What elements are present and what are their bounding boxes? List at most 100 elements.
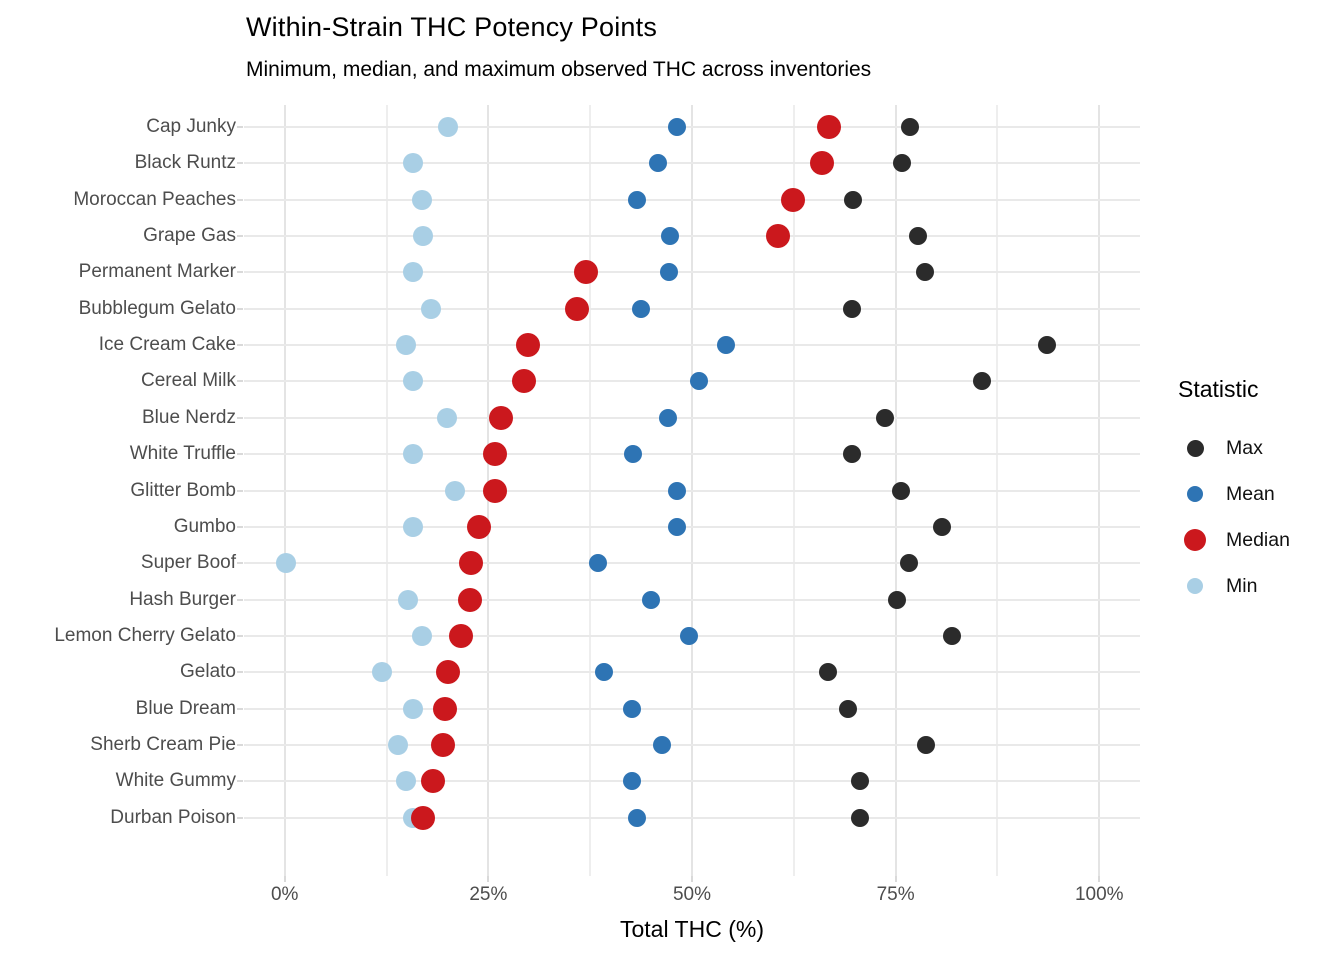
data-point-mean — [660, 263, 679, 282]
y-tick-mark — [237, 598, 243, 601]
data-point-mean — [717, 336, 736, 355]
data-point-min — [444, 480, 465, 501]
y-axis-label: Durban Poison — [110, 806, 236, 828]
x-axis-title: Total THC (%) — [620, 916, 764, 942]
data-point-min — [403, 262, 424, 283]
data-point-median — [766, 223, 791, 248]
data-point-median — [512, 369, 537, 394]
y-axis-label: Blue Nerdz — [142, 406, 236, 428]
data-point-mean — [652, 736, 671, 755]
legend-key — [1178, 523, 1212, 557]
gridline-horizontal — [244, 162, 1140, 165]
data-point-min — [437, 116, 458, 137]
data-point-min — [397, 589, 418, 610]
y-tick-mark — [237, 234, 243, 237]
legend-entry-min: Min — [1178, 563, 1338, 609]
data-point-median — [420, 769, 445, 794]
legend-key-dot-median — [1184, 529, 1206, 551]
y-tick-mark — [237, 562, 243, 565]
y-tick-mark — [237, 453, 243, 456]
gridline-horizontal — [244, 271, 1140, 274]
data-point-median — [482, 478, 507, 503]
data-point-median — [433, 696, 458, 721]
data-point-mean — [624, 445, 643, 464]
legend-entry-max: Max — [1178, 425, 1338, 471]
data-point-min — [387, 735, 408, 756]
chart-subtitle: Minimum, median, and maximum observed TH… — [246, 58, 872, 81]
y-tick-mark — [237, 271, 243, 274]
y-axis-label: Lemon Cherry Gelato — [54, 624, 236, 646]
y-axis-label: Gelato — [180, 661, 236, 683]
data-point-min — [396, 335, 417, 356]
y-axis-label: Cereal Milk — [140, 370, 236, 392]
data-point-median — [574, 260, 599, 285]
y-tick-mark — [237, 307, 243, 310]
data-point-max — [888, 590, 907, 609]
data-point-median — [449, 623, 474, 648]
gridline-horizontal — [244, 780, 1140, 783]
gridline-horizontal — [244, 198, 1140, 201]
data-point-max — [844, 190, 863, 209]
y-tick-mark — [237, 780, 243, 783]
legend-key — [1178, 569, 1212, 603]
data-point-median — [516, 333, 541, 358]
y-tick-mark — [237, 525, 243, 528]
legend-entry-mean: Mean — [1178, 471, 1338, 517]
data-point-mean — [628, 808, 647, 827]
y-tick-mark — [237, 125, 243, 128]
y-tick-mark — [237, 671, 243, 674]
gridline-horizontal — [244, 489, 1140, 492]
y-axis-label: Sherb Cream Pie — [90, 734, 236, 756]
data-point-median — [482, 442, 507, 467]
y-tick-mark — [237, 707, 243, 710]
data-point-mean — [661, 226, 679, 245]
data-point-mean — [668, 117, 687, 136]
legend-label: Mean — [1226, 482, 1275, 505]
data-point-min — [420, 298, 441, 319]
gridline-horizontal — [244, 307, 1140, 310]
data-point-min — [372, 662, 393, 683]
gridline-horizontal — [244, 453, 1140, 456]
data-point-min — [403, 516, 424, 537]
legend-key-dot-min — [1187, 578, 1203, 594]
x-tick-mark — [487, 876, 490, 882]
data-point-mean — [648, 154, 667, 173]
data-point-min — [412, 625, 433, 646]
x-tick-mark — [1098, 876, 1101, 882]
data-point-median — [467, 514, 492, 539]
legend-label: Max — [1226, 436, 1263, 459]
y-axis-label: Grape Gas — [143, 224, 236, 246]
gridline-horizontal — [244, 816, 1140, 819]
data-point-max — [843, 445, 862, 464]
gridline-horizontal — [244, 707, 1140, 710]
y-tick-mark — [237, 162, 243, 165]
y-axis-label: Hash Burger — [129, 588, 236, 610]
y-tick-mark — [237, 416, 243, 419]
data-point-median — [781, 187, 805, 212]
y-tick-mark — [237, 198, 243, 201]
gridline-horizontal — [244, 416, 1140, 419]
data-point-mean — [667, 517, 686, 536]
data-point-max — [901, 117, 920, 136]
gridline-horizontal — [244, 344, 1140, 347]
data-point-min — [436, 407, 457, 428]
data-point-mean — [589, 554, 608, 573]
y-axis-label: White Truffle — [129, 443, 236, 465]
gridline-horizontal — [244, 525, 1140, 528]
data-point-mean — [628, 190, 647, 209]
legend-key-dot-max — [1186, 439, 1204, 457]
plot-panel — [244, 105, 1140, 876]
gridline-horizontal — [244, 562, 1140, 565]
legend-key-dot-mean — [1187, 486, 1203, 502]
gridline-horizontal — [244, 125, 1140, 128]
y-axis-label: Glitter Bomb — [130, 479, 236, 501]
data-point-median — [488, 405, 513, 430]
data-point-mean — [642, 590, 661, 609]
legend-key — [1178, 477, 1212, 511]
y-axis-label: Moroccan Peaches — [73, 188, 236, 210]
data-point-median — [810, 151, 835, 176]
x-tick-mark — [894, 876, 897, 882]
data-point-min — [412, 189, 433, 210]
data-point-max — [850, 808, 869, 827]
